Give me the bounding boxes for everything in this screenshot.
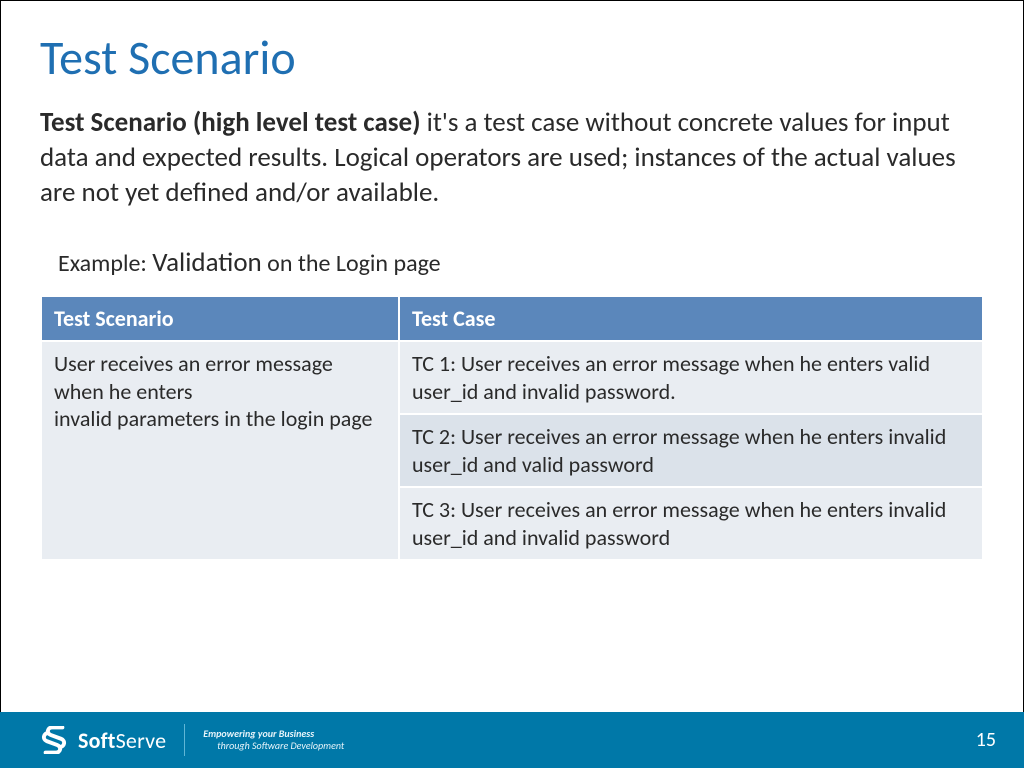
- brand-name: SoftServe: [78, 727, 166, 754]
- softserve-logo-icon: [40, 726, 68, 754]
- brand-tagline: Empowering your Business through Softwar…: [203, 728, 344, 752]
- footer-divider: [184, 724, 185, 756]
- slide-border: [0, 0, 1024, 768]
- page-number: 15: [976, 728, 996, 752]
- tagline-line2: through Software Development: [203, 740, 344, 752]
- brand-logo: SoftServe: [40, 726, 166, 754]
- slide-footer: SoftServe Empowering your Business throu…: [0, 712, 1024, 768]
- brand-name-strong: Soft: [78, 727, 116, 754]
- brand-name-light: Serve: [116, 727, 167, 754]
